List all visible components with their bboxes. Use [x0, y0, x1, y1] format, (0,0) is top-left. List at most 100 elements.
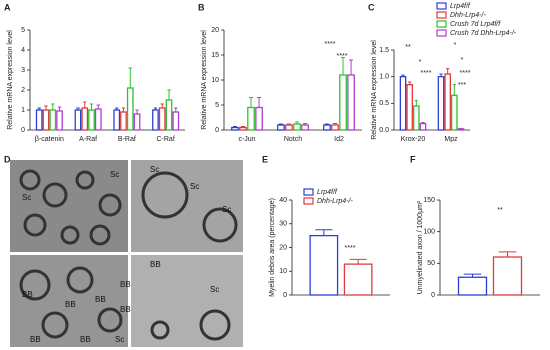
bar [437, 76, 445, 131]
legend-label: Dhh-Lrp4-/- [450, 12, 486, 19]
legend-swatch [303, 188, 314, 196]
bar [399, 76, 407, 131]
y-axis-label: Relative mRNA expression level [201, 30, 208, 130]
bar [293, 123, 301, 131]
y-tick-label: 2 [21, 87, 25, 94]
error-bar [459, 127, 463, 129]
micrograph-image [131, 255, 243, 347]
bar [457, 276, 488, 296]
error-bar [240, 126, 245, 128]
significance-label: * [461, 57, 464, 64]
bar [74, 109, 82, 131]
y-tick-label: 10 [211, 77, 219, 84]
error-bar [232, 126, 237, 128]
micrograph-image [131, 160, 243, 252]
significance-label: **** [345, 245, 356, 252]
error-bar [121, 107, 126, 112]
micrograph-label: BB [95, 295, 106, 304]
micrograph-label: BB [80, 335, 91, 344]
micrograph-label: Sc [222, 205, 231, 214]
legend-label: Lrp4f/f [317, 189, 338, 196]
bar [331, 124, 339, 131]
significance-label: **** [460, 70, 471, 77]
significance-label: * [454, 42, 457, 49]
y-tick-label: 20 [211, 27, 219, 34]
legend-label: Crush 7d Dhh-Lrp4-/- [450, 30, 517, 37]
bar [42, 109, 50, 131]
x-tick-label: Mpz [444, 136, 458, 143]
bar [339, 74, 347, 131]
error-bar [278, 123, 283, 125]
bar [444, 73, 451, 131]
y-tick-label: 0 [215, 127, 219, 134]
y-tick-label: 10 [279, 268, 287, 275]
bar [231, 126, 239, 131]
bar [451, 94, 458, 131]
legend-swatch [436, 2, 447, 10]
micrograph-panel [10, 160, 243, 347]
error-bar [324, 123, 329, 125]
bar [457, 128, 465, 131]
error-bar [257, 97, 262, 108]
y-tick-label: 150 [423, 197, 435, 204]
panel-label: B [198, 2, 205, 12]
y-axis-label: Relative mRNA expression level [7, 30, 14, 130]
bar [94, 108, 102, 131]
micrograph-label: BB [150, 260, 161, 269]
bar [49, 109, 57, 131]
y-tick-label: 0.5 [379, 100, 389, 107]
y-tick-label: 1.5 [379, 47, 389, 54]
y-tick-label: 0.0 [379, 127, 389, 134]
error-bar [315, 229, 333, 236]
bar [239, 126, 247, 131]
error-bar [44, 105, 48, 110]
x-tick-label: c-Jun [238, 136, 255, 143]
error-bar [51, 103, 55, 110]
error-bar [174, 107, 178, 112]
bar [172, 111, 180, 131]
micrograph-label: BB [30, 335, 41, 344]
bar [309, 234, 339, 296]
bar [323, 124, 331, 131]
micrograph-label: Sc [110, 170, 119, 179]
y-tick-label: 1.0 [379, 74, 389, 81]
bar [347, 74, 355, 131]
error-bar [439, 73, 443, 77]
bar [56, 110, 63, 131]
error-bar [115, 107, 119, 110]
y-tick-label: 50 [427, 260, 435, 267]
bar [133, 113, 141, 131]
y-tick-label: 0 [431, 292, 435, 299]
error-bar [89, 103, 94, 110]
y-tick-label: 15 [211, 52, 219, 59]
y-axis-label: Relative mRNA expression level [371, 40, 378, 140]
error-bar [349, 59, 354, 75]
micrograph-label: BB [120, 305, 131, 314]
y-tick-label: 40 [279, 197, 287, 204]
y-axis-label: Unmyelinated axon / 1000μm² [417, 200, 424, 294]
micrograph-label: Sc [190, 182, 199, 191]
x-tick-label: Notch [284, 136, 302, 143]
y-tick-label: 30 [279, 221, 287, 228]
bar [301, 124, 309, 131]
bar [492, 256, 523, 296]
y-tick-label: 0 [283, 292, 287, 299]
bar [255, 106, 263, 131]
bar [165, 99, 173, 131]
error-bar [349, 258, 367, 265]
error-bar [452, 84, 456, 96]
legend-swatch [303, 197, 314, 205]
axon-profiles [19, 169, 238, 341]
error-bar [286, 123, 291, 125]
panel-label: C [368, 2, 375, 12]
bar [120, 111, 127, 131]
bar [343, 263, 373, 296]
significance-label: * [419, 59, 422, 66]
micrograph-label: Sc [210, 285, 219, 294]
panel-label: E [262, 154, 268, 164]
error-bar [332, 123, 337, 125]
bar [277, 124, 285, 131]
error-bar [83, 101, 87, 108]
bar [413, 105, 420, 131]
